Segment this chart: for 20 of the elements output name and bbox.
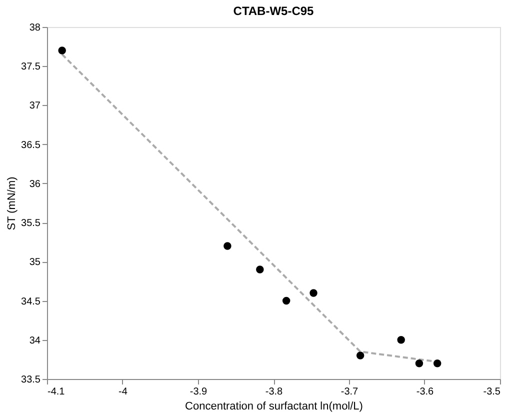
y-tick-label: 36 [29,178,41,190]
y-tick-label: 33.5 [21,374,41,386]
x-tick-label: -3.6 [416,386,434,398]
y-tick-label: 37.5 [21,62,41,73]
y-tick-label: 36.5 [21,140,41,151]
x-tick-label: -3.7 [340,386,359,398]
y-tick-label: 35.5 [21,218,41,230]
y-tick-label: 38 [29,22,41,34]
y-tick-label: 34 [29,335,41,346]
x-tick-label: -3.5 [483,386,501,398]
y-tick-label: 35 [29,257,41,268]
y-axis-title: ST (mN/m) [6,176,18,230]
y-tick-label: 34.5 [21,296,41,308]
x-tick-label: -4.1 [48,386,66,398]
x-axis-title: Concentration of surfactant ln(mol/L) [185,400,363,412]
x-tick-label: -3.9 [190,386,208,398]
x-tick-label: -3.8 [265,386,284,398]
y-tick-label: 37 [29,100,41,112]
chart-title: CTAB-W5-C95 [233,4,314,18]
x-tick-label: -4 [118,386,128,398]
